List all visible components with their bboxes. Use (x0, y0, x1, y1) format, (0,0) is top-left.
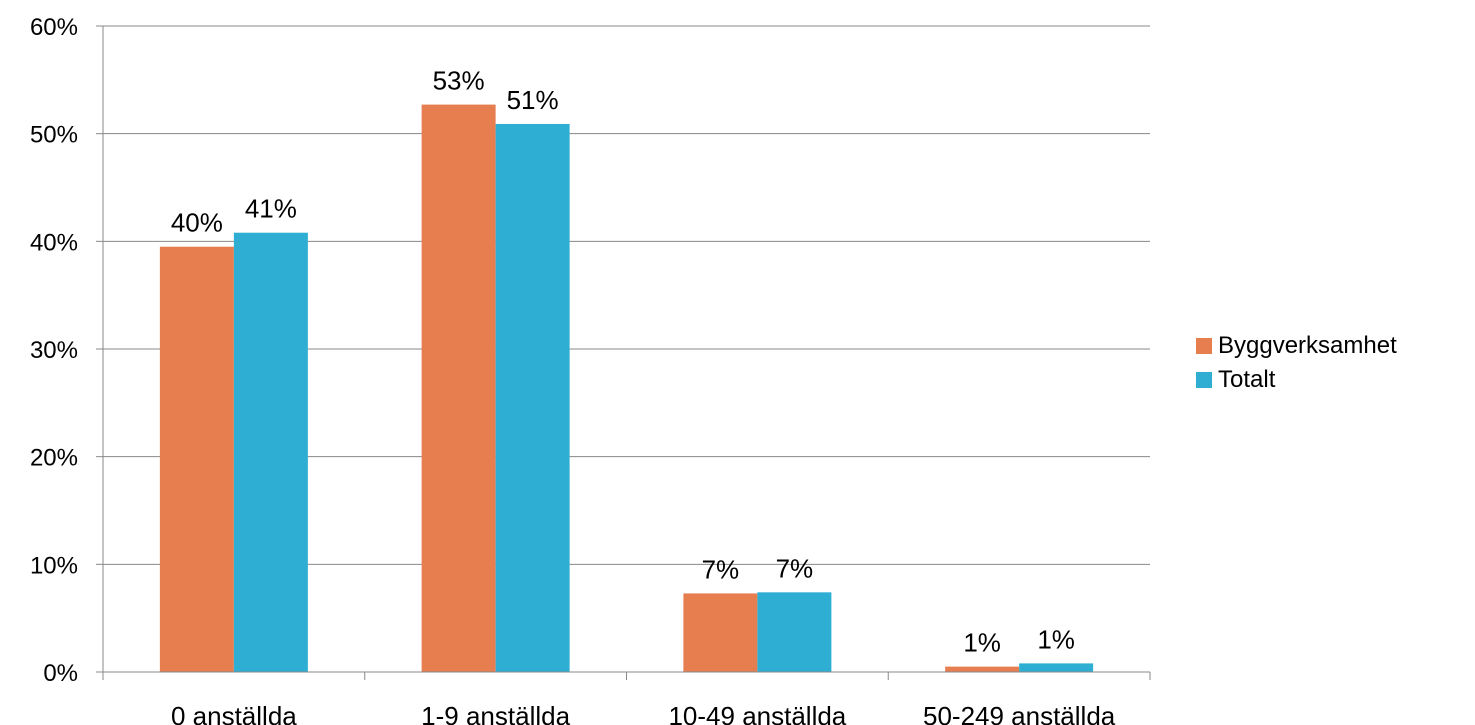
y-tick-label: 50% (30, 122, 78, 149)
bar (233, 232, 308, 672)
x-tick-label: 10-49 anställda (668, 701, 846, 725)
bar (683, 593, 758, 672)
x-tick-label: 50-249 anställda (923, 701, 1116, 725)
legend-item-byggverksamhet: Byggverksamhet (1196, 330, 1397, 361)
data-label: 53% (433, 66, 485, 96)
bar (945, 666, 1020, 672)
y-tick-label: 20% (30, 445, 78, 472)
x-tick-label: 1-9 anställda (421, 701, 570, 725)
data-label: 1% (1037, 624, 1075, 654)
y-axis: 0% 10% 20% 30% 40% 50% 60% (30, 14, 104, 687)
bar (1019, 663, 1094, 672)
x-axis: 0 anställda 1-9 anställda 10-49 anställda 5… (102, 671, 1151, 725)
data-label: 51% (507, 85, 559, 115)
x-tick-label: 0 anställda (171, 701, 297, 725)
y-tick-label: 10% (30, 552, 78, 579)
bars (159, 104, 1094, 672)
data-label: 40% (171, 208, 223, 238)
bar (495, 123, 570, 672)
bar (159, 246, 234, 672)
legend: Byggverksamhet Totalt (1196, 330, 1397, 398)
legend-label: Byggverksamhet (1218, 331, 1397, 359)
data-label: 1% (963, 628, 1001, 658)
y-tick-label: 30% (30, 337, 78, 364)
bar (757, 592, 832, 672)
data-label: 7% (702, 554, 740, 584)
legend-item-totalt: Totalt (1196, 364, 1397, 395)
legend-swatch-byggverksamhet (1196, 337, 1212, 354)
data-label: 41% (245, 194, 297, 224)
y-tick-label: 40% (30, 229, 78, 256)
data-labels: 40% 41% 53% 51% 7% 7% 1% 1% (171, 66, 1075, 658)
y-tick-label: 60% (30, 14, 78, 41)
legend-swatch-totalt (1196, 371, 1212, 388)
data-label: 7% (776, 553, 814, 583)
y-tick-label: 0% (43, 660, 78, 687)
bar (421, 104, 496, 672)
legend-label: Totalt (1218, 365, 1276, 393)
